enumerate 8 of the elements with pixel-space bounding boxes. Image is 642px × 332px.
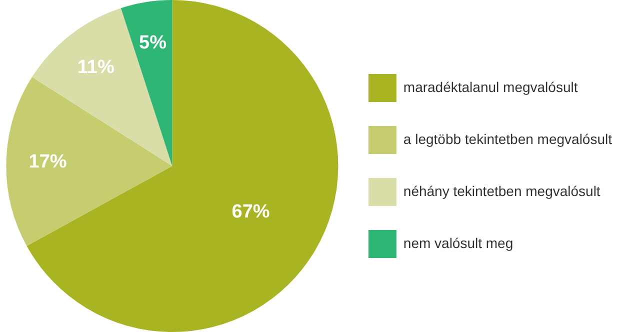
data-label: 5%: [138, 32, 167, 54]
data-label: 17%: [28, 151, 67, 172]
data-label: 67%: [232, 202, 270, 223]
legend-label: maradéktalanul megvalósult: [403, 78, 578, 95]
legend-label: nem valósult meg: [403, 234, 514, 251]
legend-label: néhány tekintetben megvalósult: [403, 182, 600, 199]
legend-label: a legtöbb tekintetben megvalósult: [403, 130, 612, 147]
data-label: 11%: [77, 56, 114, 78]
